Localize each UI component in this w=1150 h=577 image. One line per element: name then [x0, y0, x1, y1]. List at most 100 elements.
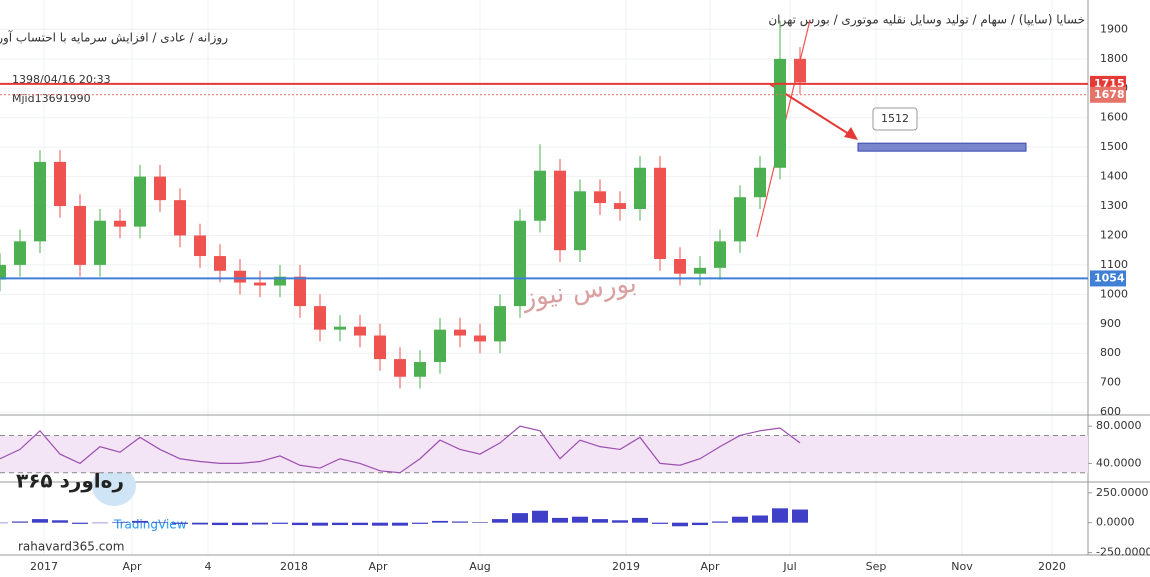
candle-body [494, 306, 506, 342]
y-tick-label: 1200 [1100, 228, 1128, 241]
candle-body [614, 203, 626, 209]
macd-bar [692, 522, 708, 526]
macd-bar [432, 520, 448, 523]
macd-bar [192, 522, 208, 525]
y-tick-label: 80.0000 [1096, 419, 1142, 432]
macd-bar [52, 520, 68, 523]
candle-body [254, 282, 266, 286]
macd-bar [392, 522, 408, 526]
candle-body [234, 270, 246, 283]
candle-body [134, 176, 146, 227]
y-tick-label: 1600 [1100, 111, 1128, 124]
y-tick-label: 250.0000 [1096, 486, 1149, 499]
x-tick-label: 2020 [1038, 560, 1066, 573]
candle-body [274, 276, 286, 286]
candle-body [214, 256, 226, 271]
x-tick-label: Jul [782, 560, 796, 573]
annotation-label: 1512 [881, 112, 909, 125]
macd-bar [412, 522, 428, 524]
candle-body [194, 235, 206, 257]
macd-bar [112, 522, 128, 523]
macd-bar [132, 520, 148, 523]
macd-bar [372, 522, 388, 526]
candle-body [374, 335, 386, 360]
candle-body [334, 326, 346, 330]
candle-body [574, 191, 586, 251]
price-label-bg [1090, 270, 1126, 287]
macd-bar [752, 515, 768, 523]
candle-body [674, 259, 686, 274]
macd-bar [572, 516, 588, 523]
candle-body [294, 276, 306, 307]
macd-bar [0, 522, 8, 524]
y-tick-label: 1800 [1100, 52, 1128, 65]
candle-body [514, 220, 526, 307]
timestamp: 1398/04/16 20:33 [12, 73, 111, 86]
candle-body [94, 220, 106, 265]
price-label: 1054 [1094, 271, 1125, 284]
macd-bar [312, 522, 328, 526]
candle-body [454, 329, 466, 336]
platform: TradingView [113, 518, 187, 532]
chart-title: خسایا (سایپا) / سهام / تولید وسایل نقلیه… [768, 13, 1085, 28]
y-tick-label: 1100 [1100, 258, 1128, 271]
macd-bar [492, 519, 508, 523]
annotation-box [872, 107, 918, 131]
candle-body [394, 359, 406, 377]
macd-bar [652, 522, 668, 524]
candle-body [794, 58, 806, 83]
macd-bar [72, 522, 88, 524]
candle-body [14, 241, 26, 265]
macd-bar [172, 522, 188, 524]
macd-bar [92, 522, 108, 524]
macd-bar [332, 522, 348, 526]
macd-bar [672, 522, 688, 527]
y-tick-label: 1900 [1100, 22, 1128, 35]
x-tick-label: 4 [205, 560, 212, 573]
macd-bar [152, 522, 168, 523]
macd-bar [512, 513, 528, 523]
y-tick-label: 40.0000 [1096, 456, 1142, 469]
macd-bar [292, 522, 308, 526]
macd-bar [552, 517, 568, 523]
y-tick-label: 800 [1100, 346, 1121, 359]
candle-body [754, 167, 766, 198]
target-zone [857, 142, 1027, 152]
macd-bar [12, 521, 28, 523]
candle-body [694, 267, 706, 274]
candle-body [434, 329, 446, 363]
macd-bar [732, 516, 748, 523]
candle-body [474, 335, 486, 342]
candle-body [534, 170, 546, 221]
candle-body [314, 306, 326, 330]
macd-bar [592, 519, 608, 523]
candle-body [594, 191, 606, 204]
y-tick-label: 700 [1100, 376, 1121, 389]
macd-bar [452, 521, 468, 523]
macd-bar [252, 522, 268, 525]
macd-bar [792, 509, 808, 523]
rsi-band [0, 435, 1088, 473]
macd-bar [472, 522, 488, 523]
x-tick-label: Apr [700, 560, 720, 573]
macd-bar [32, 519, 48, 523]
candle-body [734, 197, 746, 242]
y-tick-label: -250.0000 [1096, 546, 1150, 559]
x-tick-label: Nov [951, 560, 973, 573]
rsi-line [0, 425, 801, 474]
y-tick-label: 600 [1100, 405, 1121, 418]
candle-body [154, 176, 166, 201]
macd-bar [272, 522, 288, 524]
candle-body [114, 220, 126, 227]
x-tick-label: Aug [469, 560, 490, 573]
logo-icon [92, 466, 136, 506]
macd-bar [612, 520, 628, 523]
candle-body [634, 167, 646, 209]
macd-bar [632, 517, 648, 523]
macd-bar [532, 510, 548, 523]
macd-bar [212, 522, 228, 526]
price-label-bg [1090, 86, 1126, 103]
candle-body [74, 206, 86, 265]
